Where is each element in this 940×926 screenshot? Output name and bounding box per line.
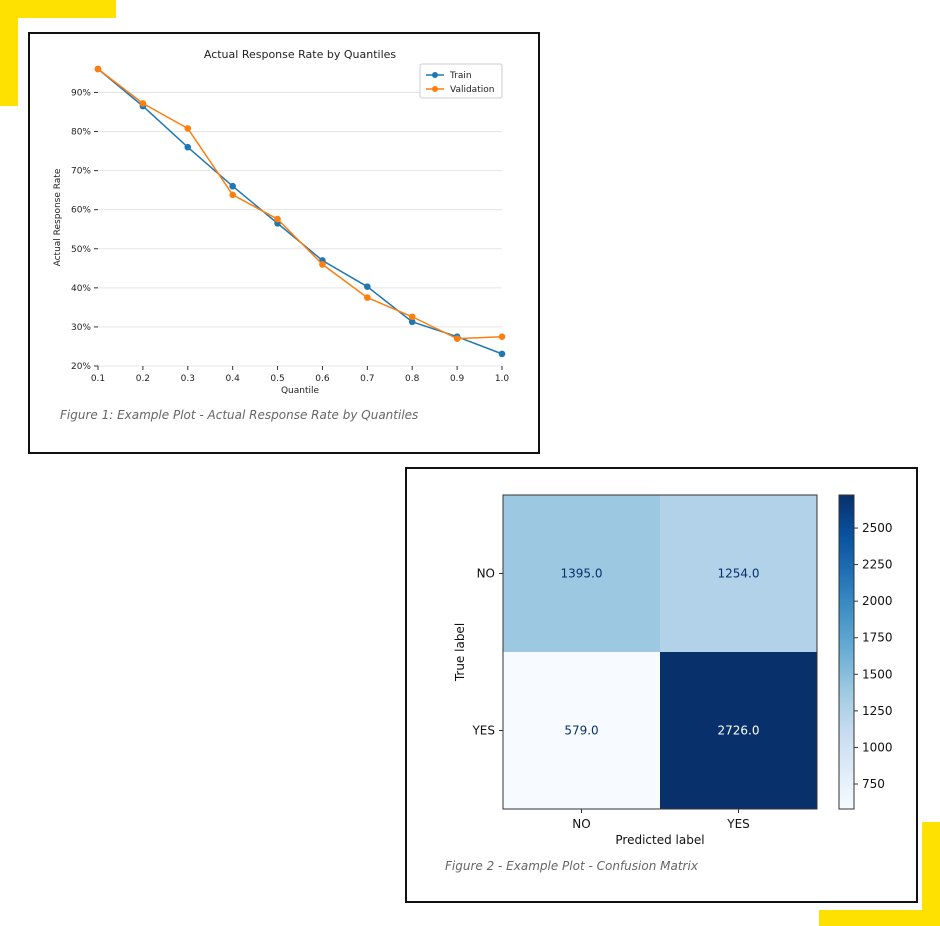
y-tick-label: 20% [71,362,91,372]
colorbar [838,494,855,810]
y-tick-label: 80% [71,128,91,138]
data-point-validation [274,215,281,223]
matrix-cell [660,652,817,809]
colorbar-tick-label: 2500 [862,521,893,535]
legend-swatch-marker [432,86,438,92]
data-point-validation [364,294,371,301]
x-tick-label: 1.0 [495,374,510,384]
corner-bracket-bottom-right-vertical [922,822,940,926]
matrix-cell [660,495,817,652]
x-tick-label: 0.2 [136,374,150,384]
x-tick-label: YES [726,817,750,831]
y-axis-label: Actual Response Rate [53,168,63,266]
colorbar-tick-label: 1750 [862,631,893,645]
data-point-validation [408,313,416,321]
chart-title: Actual Response Rate by Quantiles [204,48,397,61]
cell-value-label: 1254.0 [718,567,760,581]
data-point-validation [229,191,236,199]
cell-value-label: 1395.0 [561,567,603,581]
y-tick-label: NO [477,567,495,581]
colorbar-tick-label: 2000 [862,594,893,608]
data-point-validation [94,65,102,73]
x-tick-label: NO [572,817,590,831]
x-tick-label: 0.9 [450,374,465,384]
y-tick-label: 60% [71,206,91,216]
matrix-cell [503,495,660,652]
x-tick-label: 0.6 [315,374,330,384]
x-tick-label: 0.4 [226,374,241,384]
legend-label: Train [449,71,472,81]
colorbar-tick-label: 2250 [862,558,893,572]
x-tick-label: 0.7 [360,374,374,384]
corner-bracket-top-left-vertical [0,0,18,106]
line-chart-caption: Figure 1: Example Plot - Actual Response… [60,408,419,422]
legend-swatch-marker [432,72,438,78]
line-chart-panel: Actual Response Rate by Quantiles 20% 30% 4… [28,32,540,454]
x-tick-label: 0.1 [91,374,105,384]
x-tick-label: 0.3 [181,374,195,384]
y-tick-label: 40% [71,284,91,294]
x-axis-label: Quantile [281,386,320,396]
data-point-validation [184,125,192,132]
corner-bracket-top-left-horizontal [0,0,116,18]
confusion-matrix-caption: Figure 2 - Example Plot - Confusion Matr… [445,859,698,873]
matrix-cell [503,652,660,809]
corner-bracket-bottom-right-horizontal [819,910,940,926]
matrix-frame [502,494,818,810]
y-tick-label: 50% [71,245,91,255]
cell-value-label: 579.0 [564,724,598,738]
y-tick-label: YES [471,724,495,738]
y-tick-label: 70% [71,167,91,177]
x-tick-label: 0.8 [405,374,420,384]
colorbar-tick-label: 1500 [862,667,893,681]
colorbar-tick-label: 750 [862,777,885,791]
data-point-train [498,350,506,358]
colorbar-tick-label: 1250 [862,704,893,718]
line-chart: Actual Response Rate by Quantiles 20% 30% 4… [53,48,510,396]
cell-value-label: 2726.0 [718,724,760,738]
confusion-matrix: 1395.0 1254.0 579.0 2726.0 NO YES NO YES Predict… [453,494,893,847]
data-point-validation [453,335,461,342]
colorbar-tick-label: 1000 [862,740,893,754]
data-point-train [364,283,371,290]
y-tick-label: 90% [71,88,91,98]
y-tick-label: 30% [71,323,91,333]
data-point-validation [498,333,506,340]
data-point-train [229,182,236,190]
data-point-train [184,143,192,151]
legend-label: Validation [450,85,494,95]
series-line-validation [97,68,503,340]
x-axis-label: Predicted label [615,833,704,847]
data-point-validation [139,100,147,107]
data-point-train [408,318,416,326]
data-point-validation [319,261,326,268]
x-tick-label: 0.5 [270,374,284,384]
y-axis-label: True label [453,623,467,682]
confusion-matrix-panel: 1395.0 1254.0 579.0 2726.0 NO YES NO YES Predict… [405,467,918,903]
